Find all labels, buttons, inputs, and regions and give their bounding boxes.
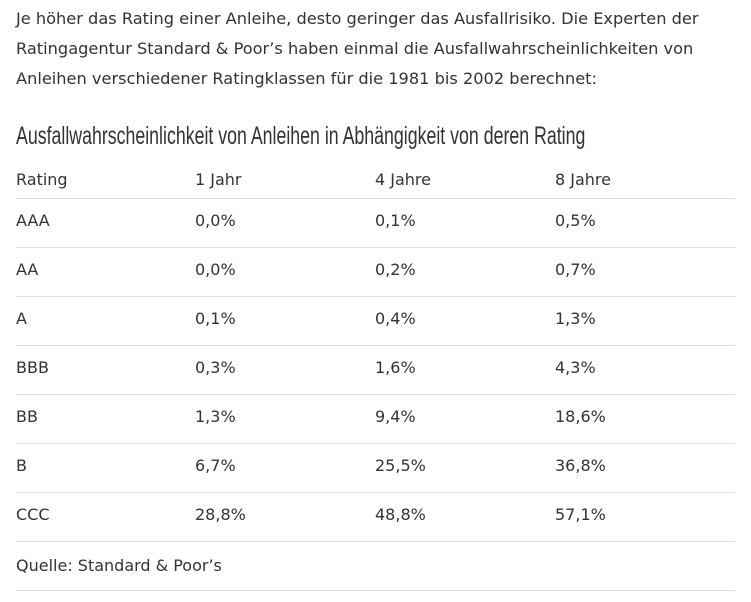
- probability-cell: 0,1%: [195, 309, 236, 328]
- rating-cell: AA: [16, 260, 39, 279]
- probability-cell: 36,8%: [555, 456, 606, 475]
- probability-cell: 1,6%: [375, 358, 416, 377]
- header-8-jahre: 8 Jahre: [555, 170, 611, 189]
- table-header-row: Rating 1 Jahr 4 Jahre 8 Jahre: [16, 160, 735, 199]
- header-rating: Rating: [16, 170, 68, 189]
- probability-cell: 9,4%: [375, 407, 416, 426]
- table-row: AAA 0,0% 0,1% 0,5%: [16, 199, 735, 248]
- table-row: CCC 28,8% 48,8% 57,1%: [16, 493, 735, 542]
- probability-cell: 18,6%: [555, 407, 606, 426]
- rating-cell: A: [16, 309, 27, 328]
- rating-cell: AAA: [16, 211, 50, 230]
- rating-cell: B: [16, 456, 27, 475]
- table-source: Quelle: Standard & Poor’s: [16, 542, 735, 591]
- table-row: A 0,1% 0,4% 1,3%: [16, 297, 735, 346]
- rating-cell: CCC: [16, 505, 50, 524]
- probability-cell: 0,7%: [555, 260, 596, 279]
- rating-cell: BB: [16, 407, 38, 426]
- probability-cell: 4,3%: [555, 358, 596, 377]
- probability-cell: 1,3%: [195, 407, 236, 426]
- probability-cell: 0,0%: [195, 211, 236, 230]
- intro-paragraph: Je höher das Rating einer Anleihe, desto…: [16, 9, 699, 88]
- table-row: BB 1,3% 9,4% 18,6%: [16, 395, 735, 444]
- probability-cell: 1,3%: [555, 309, 596, 328]
- header-4-jahre: 4 Jahre: [375, 170, 431, 189]
- probability-cell: 0,3%: [195, 358, 236, 377]
- rating-table: Rating 1 Jahr 4 Jahre 8 Jahre AAA 0,0% 0,1…: [16, 160, 735, 591]
- probability-cell: 48,8%: [375, 505, 426, 524]
- probability-cell: 6,7%: [195, 456, 236, 475]
- rating-cell: BBB: [16, 358, 49, 377]
- probability-cell: 0,2%: [375, 260, 416, 279]
- source-text: Quelle: Standard & Poor’s: [16, 556, 222, 575]
- probability-cell: 0,5%: [555, 211, 596, 230]
- table-row: B 6,7% 25,5% 36,8%: [16, 444, 735, 493]
- probability-cell: 57,1%: [555, 505, 606, 524]
- table-row: BBB 0,3% 1,6% 4,3%: [16, 346, 735, 395]
- probability-cell: 0,1%: [375, 211, 416, 230]
- probability-cell: 0,4%: [375, 309, 416, 328]
- header-1-jahr: 1 Jahr: [195, 170, 242, 189]
- probability-cell: 25,5%: [375, 456, 426, 475]
- table-row: AA 0,0% 0,2% 0,7%: [16, 248, 735, 297]
- table-title: Ausfallwahrscheinlichkeit von Anleihen i…: [16, 122, 586, 150]
- probability-cell: 28,8%: [195, 505, 246, 524]
- probability-cell: 0,0%: [195, 260, 236, 279]
